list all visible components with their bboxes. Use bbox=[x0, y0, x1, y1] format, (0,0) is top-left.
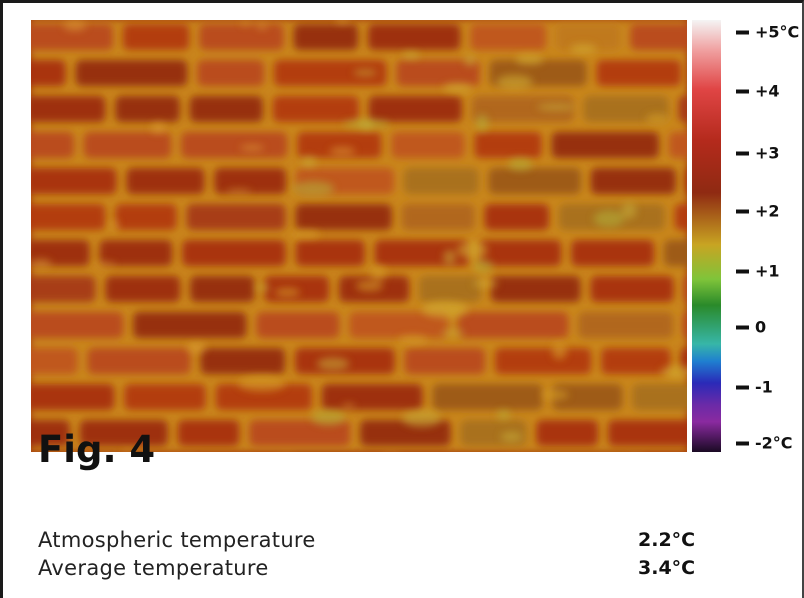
figure-title: Fig. 4 bbox=[38, 428, 156, 471]
thermal-image bbox=[31, 20, 687, 452]
temperature-scale-bar bbox=[692, 20, 721, 452]
scale-tick-5: +5°C bbox=[736, 23, 799, 42]
scale-tick-2: +2 bbox=[736, 202, 780, 221]
atmospheric-temperature-label: Atmospheric temperature bbox=[38, 528, 316, 552]
scale-tick-1: +1 bbox=[736, 262, 780, 281]
scale-tick-4: +4 bbox=[736, 82, 780, 101]
scale-tick-3: +3 bbox=[736, 144, 780, 163]
scale-tick-minus1: -1 bbox=[736, 378, 773, 397]
scale-tick-0: 0 bbox=[736, 318, 766, 337]
atmospheric-temperature-value: 2.2°C bbox=[638, 529, 696, 551]
average-temperature-value: 3.4°C bbox=[638, 557, 696, 579]
scale-tick-minus2: -2°C bbox=[736, 434, 793, 453]
average-temperature-label: Average temperature bbox=[38, 556, 269, 580]
thermal-brick-wall bbox=[31, 20, 687, 452]
